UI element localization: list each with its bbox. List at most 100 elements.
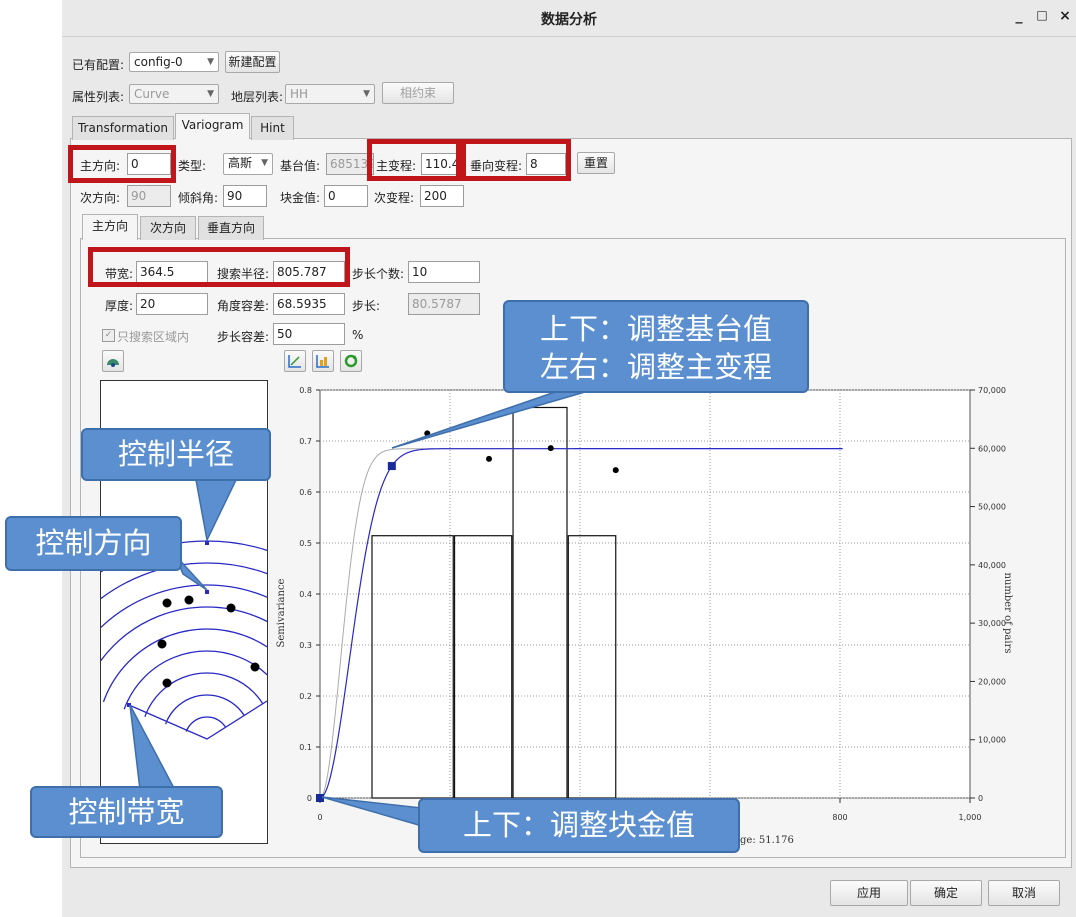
lag-label: 步长: bbox=[352, 299, 381, 313]
tab-minor-direction[interactable]: 次方向 bbox=[140, 216, 196, 240]
y2-tick-label: 10,000 bbox=[978, 736, 1006, 745]
area-only-checkbox[interactable]: ✓ bbox=[102, 329, 115, 342]
bandwidth-handle[interactable] bbox=[127, 703, 131, 707]
highlight-vertical-range bbox=[461, 139, 571, 181]
angle-tolerance-input[interactable]: 68.5935 bbox=[273, 293, 345, 315]
pair-count-bar bbox=[512, 406, 568, 799]
minimize-button[interactable]: _ bbox=[1015, 8, 1023, 24]
window-title: 数据分析 bbox=[541, 12, 597, 28]
phase-constraint-button[interactable]: 相约束 bbox=[382, 82, 454, 104]
tab-transformation[interactable]: Transformation bbox=[72, 116, 174, 140]
lag-count-input[interactable]: 10 bbox=[408, 261, 480, 283]
cancel-button[interactable]: 取消 bbox=[988, 880, 1060, 906]
pair-count-bar bbox=[567, 535, 617, 799]
y2-axis-label: number of pairs bbox=[1002, 572, 1013, 653]
y2-tick-label: 60,000 bbox=[978, 444, 1006, 453]
tab-main-direction[interactable]: 主方向 bbox=[82, 214, 138, 240]
chart-fit-icon bbox=[288, 355, 301, 368]
tab-vertical-direction[interactable]: 垂直方向 bbox=[198, 216, 264, 240]
y-tick-label: 0.7 bbox=[299, 437, 312, 446]
bandwidth-label: 带宽: bbox=[105, 267, 134, 281]
y-tick-label: 0.6 bbox=[299, 488, 312, 497]
title-bar: 数据分析 _ □ × bbox=[62, 0, 1076, 37]
callout-control-radius: 控制半径 bbox=[81, 428, 271, 481]
lag-tolerance-input[interactable]: 50 bbox=[273, 323, 345, 345]
rose-diagram-button[interactable] bbox=[102, 350, 124, 372]
y-tick-label: 0.8 bbox=[299, 386, 312, 395]
y-tick-label: 0.2 bbox=[299, 692, 312, 701]
dip-input[interactable]: 90 bbox=[223, 185, 267, 207]
apply-button[interactable]: 应用 bbox=[830, 880, 908, 906]
minor-range-label: 次变程: bbox=[374, 191, 415, 205]
variogram-chart[interactable]: Semivariance number of pairs ge: 51.176 … bbox=[270, 378, 1020, 848]
y-tick-label: 0.5 bbox=[299, 539, 312, 548]
main-range-label: 主变程: bbox=[376, 159, 417, 173]
data-point bbox=[250, 662, 260, 672]
nugget-handle[interactable] bbox=[316, 794, 324, 802]
lag-count-label: 步长个数: bbox=[352, 267, 405, 281]
model-curve bbox=[319, 448, 843, 799]
data-point bbox=[157, 639, 167, 649]
maximize-button[interactable]: □ bbox=[1036, 8, 1048, 22]
vertical-range-input[interactable]: 8 bbox=[526, 153, 566, 175]
bar-chart-button[interactable] bbox=[312, 350, 334, 372]
highlight-main-direction bbox=[68, 145, 176, 183]
sill-input[interactable]: 685139 bbox=[326, 153, 374, 175]
ok-button[interactable]: 确定 bbox=[910, 880, 982, 906]
y2-tick-label: 70,000 bbox=[978, 386, 1006, 395]
tab-hint[interactable]: Hint bbox=[251, 116, 294, 140]
pointer-top bbox=[391, 391, 586, 449]
chevron-down-icon: ▼ bbox=[207, 89, 214, 99]
close-button[interactable]: × bbox=[1059, 8, 1071, 24]
config-select[interactable]: config-0 ▼ bbox=[129, 52, 219, 72]
type-label: 类型: bbox=[178, 159, 207, 173]
existing-config-label: 已有配置: bbox=[72, 58, 125, 72]
experimental-point bbox=[547, 445, 554, 452]
search-radius-label: 搜索半径: bbox=[217, 267, 270, 281]
y2-tick-label: 20,000 bbox=[978, 677, 1006, 686]
radius-handle[interactable] bbox=[205, 541, 209, 545]
data-point bbox=[184, 595, 194, 605]
bar-chart-icon bbox=[316, 355, 329, 368]
tab-variogram[interactable]: Variogram bbox=[175, 113, 250, 139]
y-tick-label: 0 bbox=[307, 794, 312, 803]
layer-select[interactable]: HH ▼ bbox=[285, 84, 375, 104]
data-point bbox=[226, 603, 236, 613]
variogram-chart-svg: Semivariance number of pairs ge: 51.176 … bbox=[276, 386, 1013, 846]
model-type-select[interactable]: 高斯 ▼ bbox=[223, 153, 273, 175]
pointer-radius bbox=[195, 479, 238, 543]
chevron-down-icon: ▼ bbox=[261, 158, 268, 168]
nugget-input[interactable]: 0 bbox=[324, 185, 368, 207]
lag-input[interactable]: 80.5787 bbox=[408, 293, 480, 315]
main-direction-label: 主方向: bbox=[80, 159, 121, 173]
angle-tolerance-label: 角度容差: bbox=[217, 299, 270, 313]
sill-range-handle[interactable] bbox=[387, 462, 396, 471]
direction-handle[interactable] bbox=[205, 590, 209, 594]
callout-control-bandwidth: 控制带宽 bbox=[30, 786, 223, 838]
minor-direction-input[interactable]: 90 bbox=[127, 185, 171, 207]
attribute-select-value: Curve bbox=[134, 87, 170, 101]
new-config-button[interactable]: 新建配置 bbox=[225, 51, 280, 73]
y-tick-label: 0.3 bbox=[299, 641, 312, 650]
main-direction-input[interactable]: 0 bbox=[127, 153, 171, 175]
layer-list-label: 地层列表: bbox=[231, 90, 284, 104]
fan-icon bbox=[107, 359, 119, 367]
model-type-value: 高斯 bbox=[228, 156, 253, 170]
dip-label: 倾斜角: bbox=[178, 191, 219, 205]
fit-chart-button[interactable] bbox=[284, 350, 306, 372]
main-range-input[interactable]: 110.49 bbox=[421, 153, 457, 175]
reset-button[interactable]: 重置 bbox=[577, 152, 615, 174]
data-point bbox=[162, 598, 172, 608]
thickness-input[interactable]: 20 bbox=[136, 293, 208, 315]
y2-tick-label: 50,000 bbox=[978, 503, 1006, 512]
minor-range-input[interactable]: 200 bbox=[420, 185, 464, 207]
y2-tick-label: 0 bbox=[978, 794, 983, 803]
minor-direction-label: 次方向: bbox=[80, 191, 121, 205]
x-tick-label: 1,000 bbox=[959, 813, 982, 822]
layer-select-value: HH bbox=[290, 87, 309, 101]
pair-count-bar bbox=[371, 535, 454, 799]
chevron-down-icon: ▼ bbox=[363, 89, 370, 99]
refresh-button[interactable] bbox=[340, 350, 362, 372]
attribute-select[interactable]: Curve ▼ bbox=[129, 84, 219, 104]
